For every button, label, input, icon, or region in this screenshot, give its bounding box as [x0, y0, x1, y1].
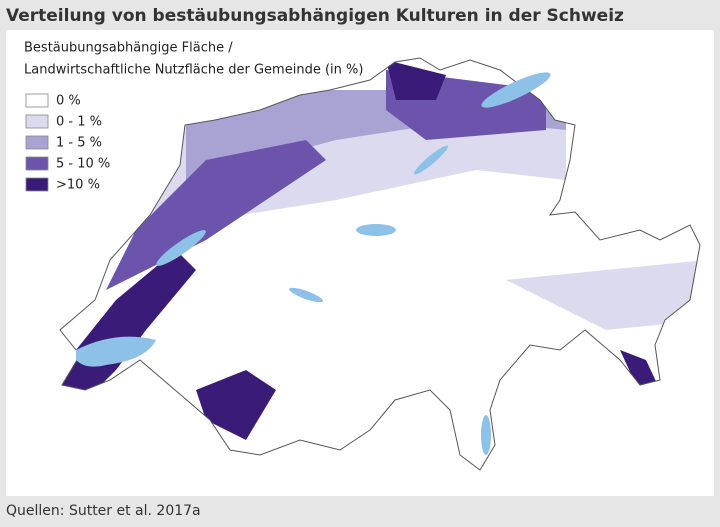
legend-swatch [25, 114, 49, 129]
legend-label: 1 - 5 % [56, 136, 102, 151]
source: Quellen: Sutter et al. 2017a [6, 503, 201, 519]
legend-swatch [25, 156, 49, 171]
legend: 0 % 0 - 1 % 1 - 5 % 5 - 10 % >10 % [25, 93, 110, 193]
lake [413, 145, 449, 175]
region-top [620, 350, 660, 390]
lakes [76, 72, 551, 455]
legend-label: >10 % [56, 178, 100, 193]
legend-swatch [25, 177, 49, 192]
legend-title: Bestäubungsabhängige Fläche / [24, 41, 233, 56]
map-panel: Bestäubungsabhängige Fläche / Landwirtsc… [6, 30, 714, 496]
title: Verteilung von bestäubungsabhängigen Kul… [6, 6, 624, 26]
region-top [196, 370, 276, 440]
legend-label: 0 % [56, 94, 81, 109]
lake [481, 72, 551, 108]
map: Bestäubungsabhängige Fläche / Landwirtsc… [24, 41, 701, 471]
municipalities [60, 58, 700, 470]
region-top [386, 60, 446, 100]
legend-label: 0 - 1 % [56, 115, 102, 130]
lake [76, 336, 156, 367]
legend-swatch [25, 93, 49, 108]
legend-label: 5 - 10 % [56, 157, 110, 172]
country-border [59, 57, 701, 471]
region-high [106, 140, 326, 290]
legend-title: Landwirtschaftliche Nutzfläche der Gemei… [24, 63, 363, 78]
region-low [506, 260, 700, 330]
lake [156, 230, 206, 266]
lake [356, 224, 396, 236]
legend-swatch [25, 135, 49, 150]
lake [481, 415, 491, 455]
lake [289, 287, 323, 303]
